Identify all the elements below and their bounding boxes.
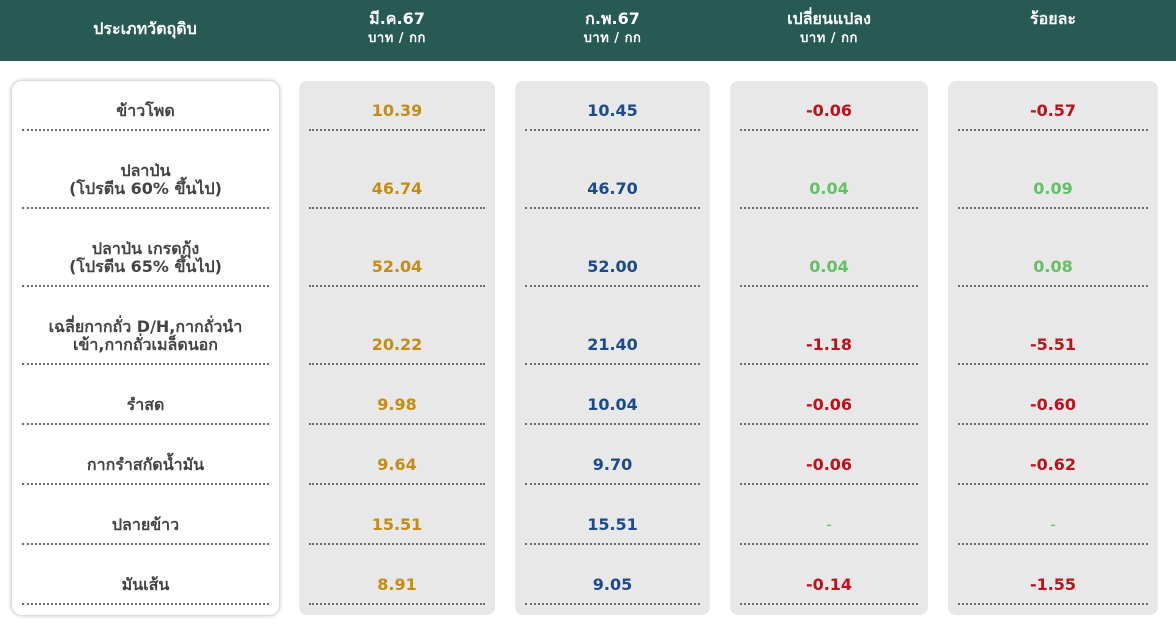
material-name-cell: รำสด xyxy=(22,365,269,425)
change-cell: -0.14 xyxy=(740,545,918,605)
percent-cell: -5.51 xyxy=(958,287,1148,365)
mar-price-cell-text: 9.98 xyxy=(377,395,417,414)
percent-cell-text: -0.57 xyxy=(1029,101,1077,120)
percent-cell: -0.60 xyxy=(958,365,1148,425)
percent-cell: -0.57 xyxy=(958,81,1148,131)
mar-price-cell: 9.64 xyxy=(309,425,485,485)
table-header: ประเภทวัตถุดิบ มี.ค.67 บาท / กก ก.พ.67 บ… xyxy=(0,0,1176,61)
material-name-cell-text: มันเส้น xyxy=(121,575,170,594)
header-change: เปลี่ยนแปลง บาท / กก xyxy=(730,0,928,61)
change-cell: -1.18 xyxy=(740,287,918,365)
percent-cell: - xyxy=(958,485,1148,545)
feb-price-cell-text: 9.05 xyxy=(592,575,633,594)
feb-price-cell: 9.70 xyxy=(525,425,700,485)
percent-cell: -0.62 xyxy=(958,425,1148,485)
feb-price-cell-text: 15.51 xyxy=(587,515,638,534)
header-mar-unit: บาท / กก xyxy=(368,31,426,46)
change-cell-text: -0.06 xyxy=(805,101,853,120)
mar-price-cell-text: 15.51 xyxy=(371,515,423,534)
material-name-cell-text: ปลาป่น เกรดกุ้ง (โปรตีน 65% ขึ้นไป) xyxy=(69,239,222,276)
material-name-cell: มันเส้น xyxy=(22,545,269,605)
percent-cell: 0.08 xyxy=(958,209,1148,287)
feb-price-cell: 15.51 xyxy=(525,485,700,545)
mar-price-cell: 8.91 xyxy=(309,545,485,605)
header-change-label: เปลี่ยนแปลง xyxy=(787,9,871,28)
feb-price-cell-text: 52.00 xyxy=(587,257,638,276)
mar-price-cell-text: 46.74 xyxy=(371,179,423,198)
mar-price-cell-text: 10.39 xyxy=(371,101,423,120)
change-cell: -0.06 xyxy=(740,365,918,425)
change-cell-text: -0.06 xyxy=(805,455,853,474)
material-name-cell: ปลาป่น เกรดกุ้ง (โปรตีน 65% ขึ้นไป) xyxy=(22,209,269,287)
change-cell: -0.06 xyxy=(740,81,918,131)
feb-price-cell-text: 46.70 xyxy=(587,179,638,198)
header-change-unit: บาท / กก xyxy=(800,31,858,46)
material-name-column: ข้าวโพดปลาป่น (โปรตีน 60% ขึ้นไป) ปลาป่น … xyxy=(12,81,279,615)
mar-price-cell-text: 20.22 xyxy=(371,335,423,354)
percent-cell-text: -0.60 xyxy=(1029,395,1077,414)
mar-price-cell-text: 8.91 xyxy=(377,575,417,594)
change-column: -0.06 0.04 0.04 -1.18 -0.06 -0.06 - -0.14 xyxy=(730,81,928,615)
mar-price-cell: 46.74 xyxy=(309,131,485,209)
mar-price-cell-text: 9.64 xyxy=(377,455,417,474)
change-cell-text: -0.06 xyxy=(805,395,853,414)
material-name-cell-text: เฉลี่ยกากถั่ว D/H,กากถั่วนำ เข้า,กากถั่ว… xyxy=(48,317,243,354)
percent-cell-text: -5.51 xyxy=(1029,335,1077,354)
percent-cell-text: 0.09 xyxy=(1033,179,1073,198)
header-feb-unit: บาท / กก xyxy=(583,31,642,46)
feb-price-cell: 10.04 xyxy=(525,365,700,425)
mar-price-cell: 10.39 xyxy=(309,81,485,131)
feb-price-cell-text: 21.40 xyxy=(587,335,638,354)
header-percent: ร้อยละ xyxy=(948,0,1158,61)
change-cell: - xyxy=(740,485,918,545)
header-feb-label: ก.พ.67 xyxy=(585,9,640,28)
mar-price-cell: 15.51 xyxy=(309,485,485,545)
material-name-cell: กากรำสกัดน้ำมัน xyxy=(22,425,269,485)
change-cell-text: -0.14 xyxy=(805,575,853,594)
change-cell-text: 0.04 xyxy=(809,257,849,276)
mar-price-cell-text: 52.04 xyxy=(371,257,423,276)
percent-column: -0.57 0.09 0.08 -5.51 -0.60 -0.62 - -1.55 xyxy=(948,81,1158,615)
change-cell-text: - xyxy=(826,515,832,534)
feb-price-cell: 9.05 xyxy=(525,545,700,605)
header-percent-label: ร้อยละ xyxy=(1030,9,1076,28)
feb-price-cell: 21.40 xyxy=(525,287,700,365)
header-material-type-label: ประเภทวัตถุดิบ xyxy=(93,19,197,38)
header-mar: มี.ค.67 บาท / กก xyxy=(299,0,495,61)
change-cell: 0.04 xyxy=(740,131,918,209)
material-name-cell: เฉลี่ยกากถั่ว D/H,กากถั่วนำ เข้า,กากถั่ว… xyxy=(22,287,269,365)
feb-price-cell-text: 9.70 xyxy=(592,455,633,474)
feb-price-cell-text: 10.45 xyxy=(587,101,638,120)
material-name-cell: ข้าวโพด xyxy=(22,81,269,131)
material-name-cell-text: ปลายข้าว xyxy=(111,515,180,534)
material-name-cell-text: รำสด xyxy=(126,395,165,414)
percent-cell: 0.09 xyxy=(958,131,1148,209)
material-name-cell: ปลายข้าว xyxy=(22,485,269,545)
feb-price-cell: 10.45 xyxy=(525,81,700,131)
change-cell-text: -1.18 xyxy=(805,335,853,354)
feb-price-cell-text: 10.04 xyxy=(587,395,638,414)
percent-cell-text: -0.62 xyxy=(1029,455,1077,474)
material-name-cell-text: กากรำสกัดน้ำมัน xyxy=(86,455,205,474)
mar-price-cell: 20.22 xyxy=(309,287,485,365)
percent-cell-text: 0.08 xyxy=(1033,257,1073,276)
mar-price-cell: 9.98 xyxy=(309,365,485,425)
percent-cell-text: - xyxy=(1050,515,1056,534)
header-material-type: ประเภทวัตถุดิบ xyxy=(0,0,290,61)
change-cell: 0.04 xyxy=(740,209,918,287)
header-feb: ก.พ.67 บาท / กก xyxy=(515,0,710,61)
feb-price-cell: 52.00 xyxy=(525,209,700,287)
feb-price-column: 10.45 46.70 52.00 21.40 10.04 9.70 15.51 9.05 xyxy=(515,81,710,615)
percent-cell: -1.55 xyxy=(958,545,1148,605)
material-name-cell-text: ปลาป่น (โปรตีน 60% ขึ้นไป) xyxy=(69,161,222,198)
change-cell: -0.06 xyxy=(740,425,918,485)
change-cell-text: 0.04 xyxy=(809,179,849,198)
feb-price-cell: 46.70 xyxy=(525,131,700,209)
mar-price-column: 10.39 46.74 52.04 20.22 9.98 9.64 15.51 8.91 xyxy=(299,81,495,615)
mar-price-cell: 52.04 xyxy=(309,209,485,287)
header-mar-label: มี.ค.67 xyxy=(369,9,425,28)
material-name-cell: ปลาป่น (โปรตีน 60% ขึ้นไป) xyxy=(22,131,269,209)
percent-cell-text: -1.55 xyxy=(1029,575,1077,594)
material-name-cell-text: ข้าวโพด xyxy=(116,101,175,120)
